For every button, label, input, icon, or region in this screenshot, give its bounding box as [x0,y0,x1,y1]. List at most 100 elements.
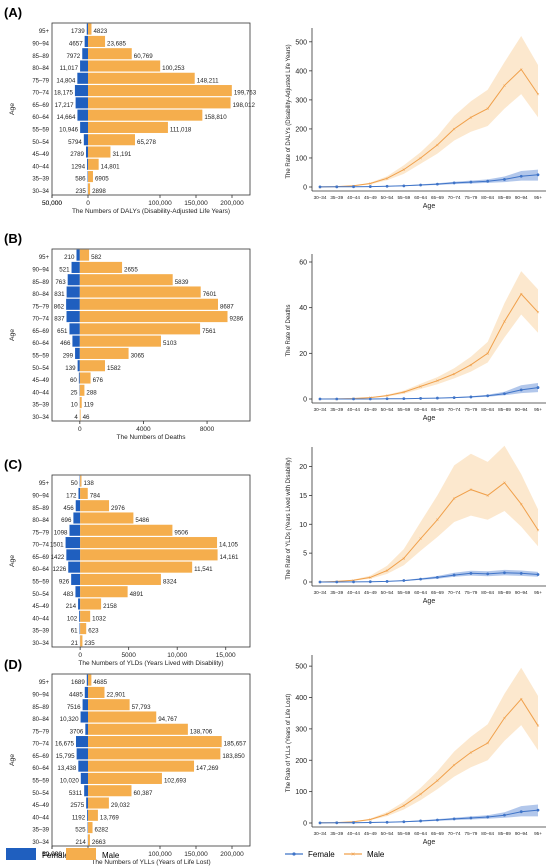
bar-chart-1: 210 582 95+ 521 2655 90–94 763 5839 85–89 831 7601… [9,248,251,441]
male-value-label: 199,763 [234,90,257,97]
female-bar [79,623,81,635]
male-value-label: 14,161 [220,554,239,561]
x-tick-label: 80–84 [481,590,494,595]
male-bar [80,635,83,647]
female-bar [77,109,88,121]
female-value-label: 837 [54,316,65,323]
age-tick-label: 90–94 [32,267,49,273]
age-tick-label: 90–94 [32,493,49,499]
x-tick-label: 55–59 [397,831,410,836]
male-bar [88,797,109,809]
male-value-label: 5486 [135,517,149,524]
age-tick-label: 75–79 [32,729,49,735]
x-tick-label: 150,000 [184,851,208,858]
female-value-label: 4485 [69,691,83,698]
male-point: × [436,779,439,785]
male-value-label: 100,253 [162,65,185,72]
age-tick-label: 80–84 [32,66,49,72]
male-point: × [402,168,405,174]
age-tick-label: 45–49 [32,378,49,384]
x-tick-label: 75–79 [465,590,478,595]
female-bar [76,748,88,760]
female-value-label: 10,020 [60,777,79,784]
x-tick-label: 65–69 [431,407,444,412]
y-tick-label: 100 [295,789,307,796]
age-tick-label: 30–34 [32,415,49,421]
male-bar [80,549,218,561]
male-value-label: 11,541 [194,566,213,573]
male-value-label: 23,685 [107,40,126,47]
female-bar [76,249,80,261]
x-tick-label: 15,000 [216,652,236,659]
male-bar [88,183,91,195]
female-value-label: 1226 [52,566,66,573]
age-tick-label: 95+ [39,680,50,686]
male-point: × [419,792,422,798]
female-bar [84,785,88,797]
female-bar [74,85,88,97]
male-point: × [536,724,539,730]
female-bar [72,335,80,347]
female-bar [80,772,88,784]
female-value-label: 456 [63,505,74,512]
female-point [452,181,456,185]
male-point: × [469,363,472,369]
x-tick-label: 70–74 [448,590,461,595]
age-tick-label: 90–94 [32,41,49,47]
male-value-label: 9506 [174,529,188,536]
age-tick-label: 70–74 [32,91,49,97]
male-point: × [453,763,456,769]
age-tick-label: 40–44 [32,164,49,170]
female-value-label: 299 [63,352,74,359]
age-tick-label: 45–49 [32,803,49,809]
female-bar [82,48,88,60]
female-point [469,180,473,184]
bar-chart-2: 50 138 95+ 172 784 90–94 456 2976 85–89 696 5486 80… [9,474,251,667]
x-tick-label: 70–74 [448,195,461,200]
legend-male-swatch [66,848,96,860]
female-value-label: 210 [64,254,75,261]
female-value-label: 10,320 [60,716,79,723]
age-tick-label: 55–59 [32,127,49,133]
female-bar [67,274,80,286]
age-tick-label: 65–69 [32,329,49,335]
x-tick-label: 55–59 [397,195,410,200]
y-tick-label: 300 [295,726,307,733]
male-bar [80,623,87,635]
male-bar [80,475,82,487]
male-value-label: 198,012 [233,102,256,109]
female-rate-line [320,572,539,583]
male-bar [79,409,81,421]
male-bar [80,524,173,536]
male-bar [88,85,232,97]
male-value-label: 5839 [175,279,189,286]
x-tick-label: 35–39 [330,831,343,836]
male-point: × [520,292,523,298]
female-point [385,820,389,824]
x-tick-label: 50,000 [42,200,62,207]
female-value-label: 16,675 [55,741,74,748]
female-point [335,185,339,189]
age-tick-label: 65–69 [32,555,49,561]
x-axis-title: The Numbers of YLLs (Years of Life Lost) [91,859,210,866]
female-point [503,813,506,817]
female-point [419,183,423,187]
female-value-label: 60 [70,377,77,384]
female-value-label: 862 [54,303,65,310]
x-tick-label: 90–94 [515,831,528,836]
male-point: × [486,107,489,113]
female-value-label: 50 [71,480,78,487]
male-bar [88,834,90,846]
female-value-label: 466 [60,340,71,347]
female-bar [66,549,81,561]
y-tick-label: 0 [303,821,307,828]
female-value-label: 172 [66,492,77,499]
male-bar [88,121,168,133]
female-value-label: 235 [76,188,87,195]
male-point: × [385,812,388,818]
male-bar [88,723,188,735]
age-tick-label: 55–59 [32,579,49,585]
age-tick-label: 50–54 [32,791,49,797]
x-tick-label: 150,000 [184,200,208,207]
age-tick-label: 75–79 [32,530,49,536]
